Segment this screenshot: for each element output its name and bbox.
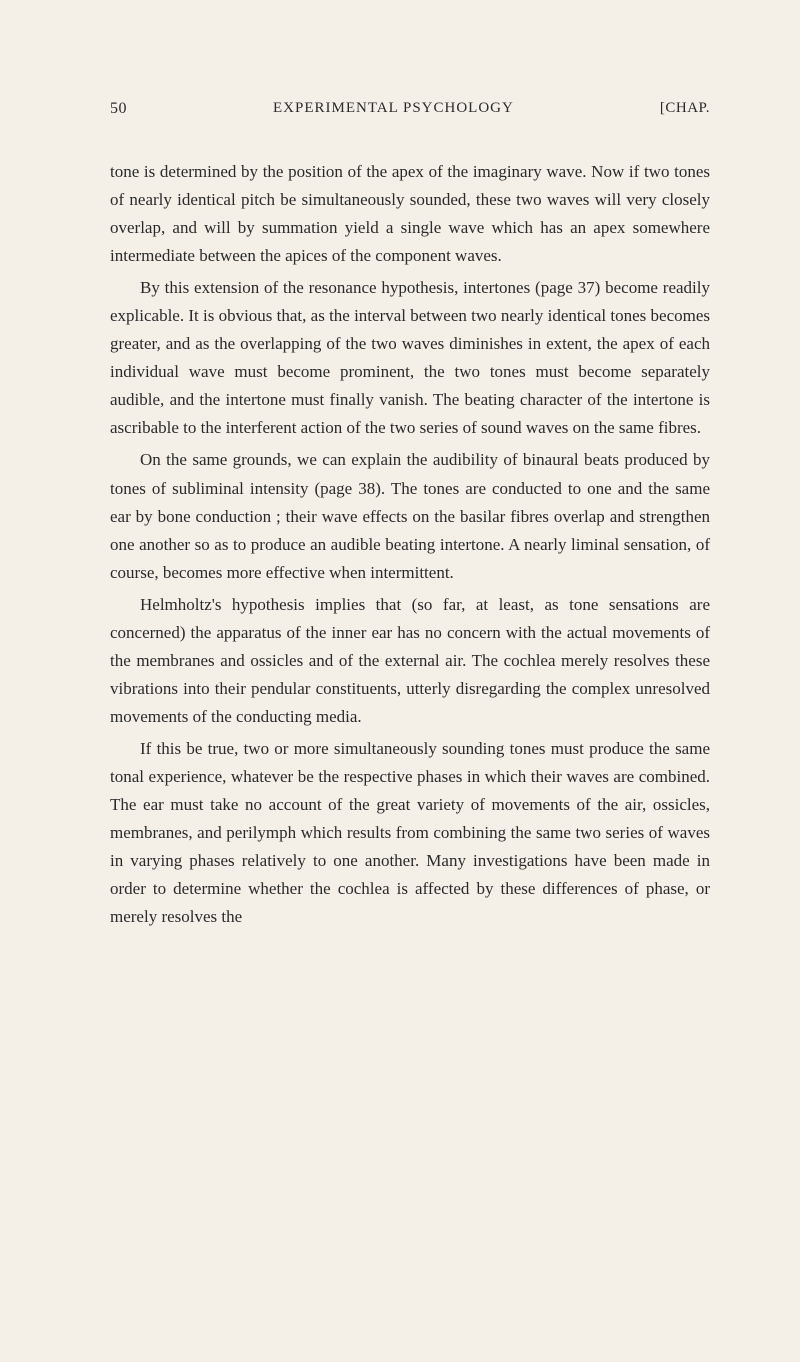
paragraph: tone is determined by the position of th… [110, 158, 710, 270]
paragraph: Helmholtz's hypothesis implies that (so … [110, 591, 710, 731]
chapter-label: [CHAP. [660, 100, 710, 118]
paragraph: By this extension of the resonance hypot… [110, 274, 710, 442]
page-number: 50 [110, 100, 127, 118]
body-text: tone is determined by the position of th… [110, 158, 710, 931]
page-header: 50 EXPERIMENTAL PSYCHOLOGY [CHAP. [110, 100, 710, 118]
book-title: EXPERIMENTAL PSYCHOLOGY [273, 100, 514, 118]
paragraph: If this be true, two or more simultaneou… [110, 735, 710, 931]
paragraph: On the same grounds, we can explain the … [110, 446, 710, 586]
page-container: 50 EXPERIMENTAL PSYCHOLOGY [CHAP. tone i… [0, 0, 800, 995]
